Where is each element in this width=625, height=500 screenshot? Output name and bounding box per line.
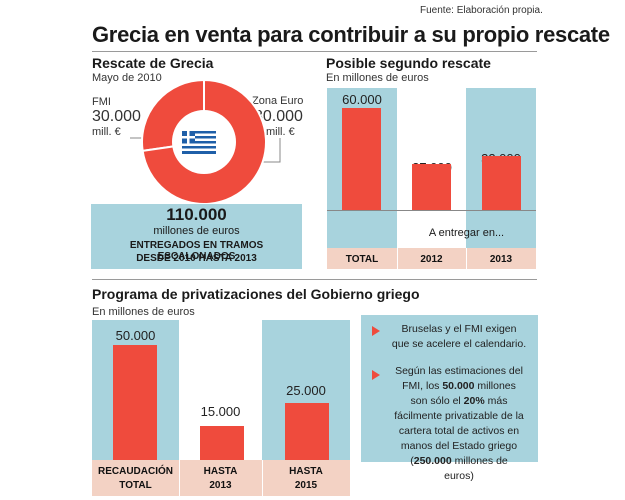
notes-box [361,315,538,462]
segundo-category-divider [397,248,398,269]
bullet-arrow-icon [372,326,380,336]
euro-unit: mill. € [266,126,295,138]
segundo-bar [482,155,521,210]
rescate-title: Rescate de Grecia [92,55,214,71]
privat-subtitle: En millones de euros [92,306,195,318]
rescate-total-unit: millones de euros [153,225,240,237]
privat-category-row [92,460,350,496]
privat-category-divider [179,460,180,496]
privat-bar [113,345,157,460]
privat-bar-label: 15.000 [200,404,241,419]
rescate-total-box [91,204,302,269]
segundo-category-label: 2012 [420,254,443,265]
page-title: Grecia en venta para contribuir a su pro… [92,22,610,47]
segundo-title: Posible segundo rescate [326,55,491,71]
privat-category-divider [262,460,263,496]
fmi-value: 30.000 [92,108,141,125]
segundo-baseline [327,210,536,211]
segundo-bar-label: 60.000 [342,92,382,107]
title-divider [92,51,537,52]
segundo-category-row [327,248,536,269]
privat-category-line1: RECAUDACIÓN [98,466,173,477]
section-divider [92,279,537,280]
note-bullet2: Según las estimaciones del FMI, los 50.0… [394,365,524,482]
privat-category-line1: HASTA [203,466,238,477]
bullet-arrow-icon [372,370,380,380]
privat-title: Programa de privatizaciones del Gobierno… [92,286,420,302]
rescate-pie-chart [130,80,281,205]
privat-bar [285,402,329,460]
fmi-unit: mill. € [92,126,121,138]
privat-category-line2: 2013 [209,480,232,491]
source-note: Fuente: Elaboración propia. [420,5,543,16]
privat-category-line2: 2015 [294,480,318,491]
privat-category-line2: TOTAL [119,480,152,491]
entregar-label: A entregar en... [428,227,505,239]
euro-label: Zona Euro [252,95,304,107]
segundo-category-label: TOTAL [345,254,379,265]
fmi-label: FMI [92,96,111,108]
segundo-bar [412,164,451,210]
note-bullet1: Bruselas y el FMI exigen que se acelere … [391,323,527,350]
privat-bar-label: 50.000 [115,328,156,343]
rescate-note-line2: DESDE 2010 HASTA 2013 [136,253,257,264]
privat-category-line1: HASTA [289,466,323,477]
rescate-note-line1: ENTREGADOS EN TRAMOS ESCALONADOS [129,240,264,262]
rescate-subtitle: Mayo de 2010 [92,72,162,84]
euro-value: 80.000 [254,108,303,125]
rescate-total-value: 110.000 [166,205,227,224]
segundo-bar [342,108,381,210]
segundo-category-divider [466,248,467,269]
segundo-subtitle: En millones de euros [326,72,429,84]
privat-bar-label: 25.000 [286,383,326,398]
segundo-category-label: 2013 [489,254,513,265]
greek-flag-icon [182,131,216,154]
privat-bar [200,425,244,460]
